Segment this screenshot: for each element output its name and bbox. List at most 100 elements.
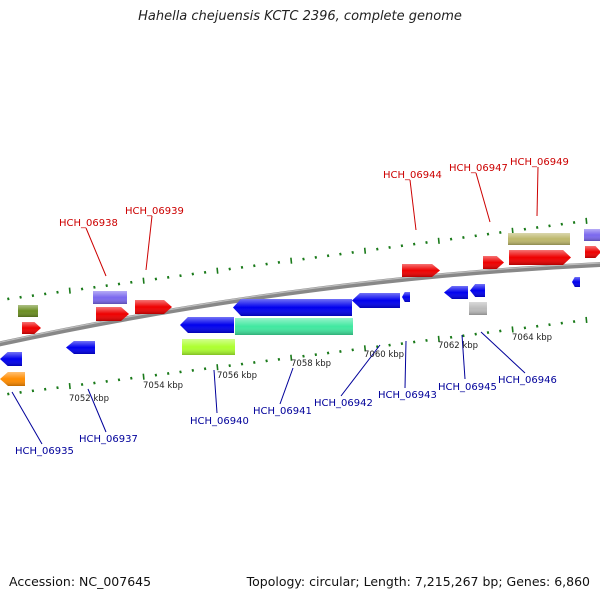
gene-feature-orange[interactable]	[0, 372, 25, 386]
gene-feature-teal[interactable]	[235, 318, 353, 335]
gene-feature-red[interactable]	[96, 307, 129, 321]
lower-tick	[290, 354, 293, 361]
gene-feature-blue[interactable]	[233, 299, 352, 316]
upper-tick	[130, 280, 133, 284]
gene-label-hch_06941[interactable]: HCH_06941	[253, 406, 312, 417]
gene-feature-blue[interactable]	[470, 284, 485, 297]
upper-tick	[105, 284, 108, 288]
upper-tick	[449, 237, 453, 241]
upper-tick	[56, 290, 59, 294]
callout-line	[461, 334, 466, 380]
gene-feature-blue[interactable]	[180, 317, 234, 333]
gene-feature-olive[interactable]	[18, 305, 38, 317]
lower-tick	[585, 316, 588, 324]
callout-line	[536, 166, 539, 217]
lower-tick	[7, 392, 10, 396]
callout-line	[213, 369, 218, 414]
gene-feature-blue[interactable]	[402, 292, 410, 302]
lower-tick	[68, 383, 71, 390]
callout-line	[475, 172, 491, 223]
lower-tick	[253, 361, 256, 364]
lower-tick	[216, 364, 219, 371]
gene-label-hch_06939[interactable]: HCH_06939	[125, 206, 184, 217]
gene-feature-purple[interactable]	[93, 291, 127, 304]
upper-tick	[548, 224, 551, 228]
gene-feature-blue[interactable]	[0, 352, 22, 366]
upper-tick	[93, 285, 96, 289]
scale-label: 7062 kbp	[438, 341, 478, 351]
gene-feature-blue[interactable]	[66, 341, 95, 354]
callout-line	[145, 215, 153, 271]
gene-feature-red[interactable]	[402, 264, 440, 277]
lower-tick	[19, 390, 22, 394]
gene-feature-green[interactable]	[182, 339, 235, 355]
lower-tick	[130, 376, 133, 380]
gene-feature-purple[interactable]	[584, 229, 600, 241]
lower-tick	[105, 379, 108, 383]
callout-line	[340, 344, 381, 397]
upper-tick	[216, 267, 219, 274]
gene-feature-red[interactable]	[22, 322, 41, 334]
gene-label-hch_06944[interactable]: HCH_06944	[383, 170, 442, 181]
upper-tick	[560, 222, 564, 226]
upper-tick	[326, 254, 330, 258]
lower-tick-track	[7, 316, 588, 396]
gene-feature-blue[interactable]	[572, 277, 580, 287]
gene-feature-red[interactable]	[483, 256, 504, 269]
gene-label-hch_06943[interactable]: HCH_06943	[378, 390, 437, 401]
gene-label-hch_06935[interactable]: HCH_06935	[15, 446, 74, 457]
lower-tick	[43, 387, 47, 391]
lower-tick	[523, 326, 527, 330]
gene-feature-khaki[interactable]	[508, 233, 570, 245]
scale-label: 7060 kbp	[364, 350, 404, 360]
gene-label-hch_06942[interactable]: HCH_06942	[314, 398, 373, 409]
gene-label-hch_06946[interactable]: HCH_06946	[498, 375, 557, 386]
lower-tick	[93, 381, 96, 385]
gene-label-hch_06949[interactable]: HCH_06949	[510, 157, 569, 168]
upper-tick	[486, 232, 490, 236]
lower-tick	[314, 353, 318, 357]
lower-tick	[535, 324, 539, 328]
upper-tick	[290, 257, 293, 264]
lower-tick	[351, 348, 354, 352]
lower-tick	[203, 367, 207, 371]
gene-label-hch_06937[interactable]: HCH_06937	[79, 434, 138, 445]
callout-line	[480, 331, 526, 374]
callout-line	[279, 367, 294, 405]
gene-label-hch_06938[interactable]: HCH_06938	[59, 218, 118, 229]
gene-feature-red[interactable]	[135, 300, 172, 314]
genome-backbone	[0, 261, 600, 347]
gene-label-hch_06945[interactable]: HCH_06945	[438, 382, 497, 393]
upper-tick	[474, 234, 477, 238]
upper-tick	[80, 287, 84, 291]
gene-feature-red[interactable]	[509, 250, 571, 265]
lower-tick	[486, 331, 490, 335]
upper-tick	[277, 260, 281, 264]
gene-feature-blue[interactable]	[444, 286, 468, 299]
lower-tick	[412, 340, 416, 344]
gene-feature-red[interactable]	[585, 246, 600, 258]
scale-label: 7058 kbp	[291, 359, 331, 369]
upper-tick	[572, 221, 576, 225]
lower-tick	[277, 357, 281, 361]
upper-tick	[437, 237, 440, 244]
upper-tick	[462, 235, 465, 239]
lower-tick	[326, 351, 330, 355]
genome-backbone-highlight	[0, 262, 600, 343]
upper-tick	[376, 247, 379, 251]
callout-line	[404, 340, 407, 389]
lower-tick	[363, 345, 367, 352]
lower-tick	[117, 378, 121, 382]
gene-feature-blue[interactable]	[352, 293, 400, 308]
upper-tick	[302, 257, 305, 261]
upper-tick	[117, 282, 121, 286]
upper-tick	[68, 287, 71, 294]
gene-label-hch_06947[interactable]: HCH_06947	[449, 163, 508, 174]
gene-feature-grey[interactable]	[469, 302, 487, 315]
callout-line	[409, 179, 417, 231]
upper-tick	[499, 231, 502, 234]
gene-label-hch_06940[interactable]: HCH_06940	[190, 416, 249, 427]
gene-callouts: HCH_06938HCH_06939HCH_06944HCH_06947HCH_…	[11, 157, 569, 457]
lower-tick	[400, 342, 404, 346]
accession-label: Accession: NC_007645	[9, 574, 152, 589]
